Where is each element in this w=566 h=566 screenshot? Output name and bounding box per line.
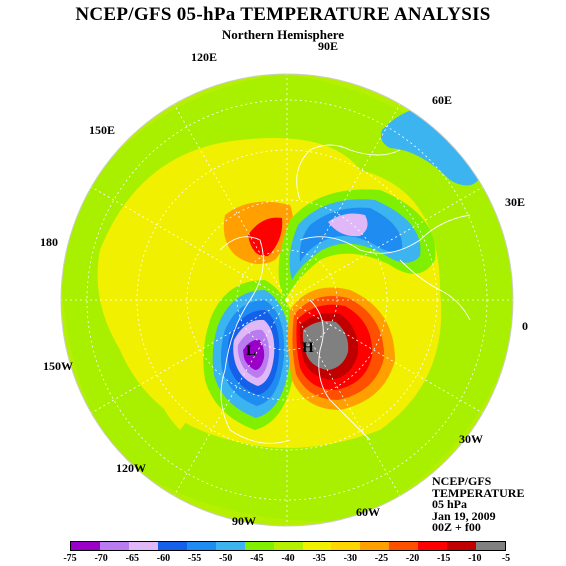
legend-tick-label: -25 xyxy=(374,553,389,564)
lon-label-120e: 120E xyxy=(191,50,218,64)
color-legend xyxy=(70,541,506,551)
lon-label-30w: 30W xyxy=(459,432,483,446)
lon-label-120w: 120W xyxy=(116,461,146,475)
legend-tick-label: -20 xyxy=(405,553,420,564)
info-line-level: 05 hPa xyxy=(432,497,468,511)
legend-tick-label: -55 xyxy=(187,553,202,564)
legend-swatch xyxy=(273,542,303,550)
legend-tick-label: -15 xyxy=(437,553,451,564)
legend-swatch xyxy=(302,542,332,550)
lon-label-180: 180 xyxy=(40,235,58,249)
legend-swatch xyxy=(71,542,100,550)
low-center-label: L xyxy=(246,343,256,359)
legend-swatch xyxy=(99,542,129,550)
legend-tick-label: -65 xyxy=(125,553,139,564)
legend-tick-label: -35 xyxy=(312,553,326,564)
legend-swatch xyxy=(215,542,245,550)
legend-tick-label: -60 xyxy=(156,553,171,564)
info-line-variable: TEMPERATURE xyxy=(432,485,525,500)
lon-label-60w: 60W xyxy=(356,505,380,519)
map-border xyxy=(60,73,514,527)
lon-label-60e: 60E xyxy=(432,93,453,107)
polar-low-purple-core xyxy=(243,339,265,370)
warm-high-gray-core xyxy=(302,321,349,370)
cold-arm-lavender xyxy=(328,213,368,237)
map-title: NCEP/GFS 05-hPa TEMPERATURE ANALYSIS xyxy=(75,4,491,25)
legend-tick-label: -70 xyxy=(94,553,108,564)
lon-label-30e: 30E xyxy=(505,195,526,209)
legend-tick-label: -45 xyxy=(250,553,264,564)
map-subtitle: Northern Hemisphere xyxy=(221,27,345,42)
legend-tick-label: -5 xyxy=(501,553,511,564)
lon-label-90w: 90W xyxy=(232,514,256,528)
temperature-band-yellow-west xyxy=(150,318,212,430)
legend-tick-label: -75 xyxy=(63,553,77,564)
lon-label-150e: 150E xyxy=(89,123,116,137)
legend-swatch xyxy=(360,542,390,550)
legend-swatch xyxy=(331,542,361,550)
info-line-model: NCEP/GFS xyxy=(432,474,492,488)
legend-swatch xyxy=(128,542,158,550)
lon-label-90e: 90E xyxy=(318,39,339,53)
legend-tick-label: -50 xyxy=(219,553,233,564)
legend-swatch xyxy=(244,542,274,550)
lon-label-0: 0 xyxy=(522,319,528,333)
legend-tick-label: -40 xyxy=(281,553,295,564)
legend-swatch xyxy=(447,542,477,550)
coastlines xyxy=(219,144,471,444)
legend-swatch xyxy=(389,542,419,550)
info-line-cycle: 00Z + f00 xyxy=(432,520,481,534)
legend-swatch xyxy=(157,542,187,550)
legend-swatch xyxy=(186,542,216,550)
legend-tick-label: -30 xyxy=(343,553,357,564)
lon-label-150w: 150W xyxy=(43,359,73,373)
info-line-date: Jan 19, 2009 xyxy=(432,508,496,523)
high-center-label: H xyxy=(302,340,314,356)
legend-swatch xyxy=(418,542,448,550)
legend-swatch xyxy=(476,542,506,550)
legend-tick-label: -10 xyxy=(468,553,482,564)
analysis-info-block: NCEP/GFS TEMPERATURE 05 hPa Jan 19, 2009… xyxy=(432,474,525,534)
